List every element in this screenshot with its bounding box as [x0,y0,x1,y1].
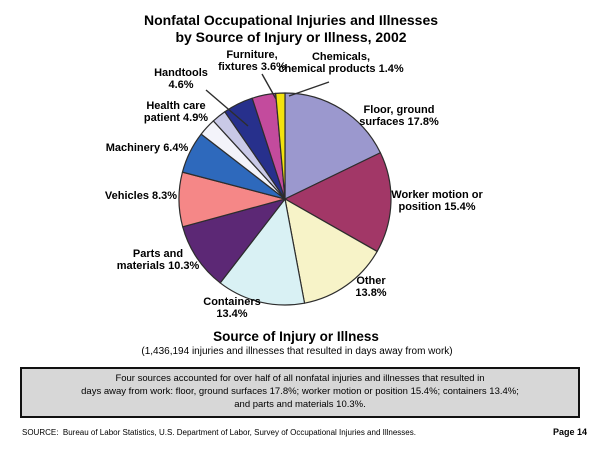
chart-title-line1: Nonfatal Occupational Injuries and Illne… [143,12,439,28]
slice-label-machinery: Machinery 6.4% [105,142,189,155]
slice-label-line: Containers [203,296,261,308]
chart-title: Nonfatal Occupational Injuries and Illne… [0,12,582,46]
slice-label-line: 13.8% [355,286,387,299]
slice-label-line: fixtures 3.6% [218,60,286,73]
pie-slice-worker-motion [284,152,392,253]
summary-note-line: and parts and materials 10.3%. [234,398,366,410]
leader-line-chemicals [288,81,330,97]
pie-caption-title: Source of Injury or Illness [213,329,379,344]
slice-label-line: Worker motion or [391,189,483,201]
slice-label-parts-materials: Parts and materials 10.3% [116,248,200,272]
page-number: Page 14 [552,427,587,437]
pie-slice-chemicals [275,92,286,200]
slice-label-line: Handtools [154,67,208,79]
pie-slice-floor [284,92,381,200]
pie-slice-other [284,198,378,304]
slice-label-line: Chemicals, [311,51,371,63]
slice-label-vehicles: Vehicles 8.3% [104,190,178,203]
slice-label-line: position 15.4% [398,200,476,213]
slice-label-worker-motion: Worker motion or position 15.4% [391,189,483,213]
slice-label-line: Parts and [132,248,184,260]
summary-note-line: days away from work: floor, ground surfa… [81,385,519,397]
slice-label-handtools: Handtools 4.6% [154,67,208,91]
slice-label-line: Health care [146,100,206,112]
leader-line-handtools [205,89,249,127]
slice-label-floor: Floor, ground surfaces 17.8% [359,104,439,128]
chart-title-line2: by Source of Injury or Illness, 2002 [175,29,407,45]
leader-line-furniture-fixtures [261,73,277,100]
pie-slice-labels: Floor, ground surfaces 17.8% Worker motion… [104,49,483,320]
summary-note-box: Four sources accounted for over half of … [20,367,580,419]
slice-label-line: patient 4.9% [143,111,209,124]
source-credit: SOURCE: Bureau of Labor Statistics, U.S.… [22,428,416,437]
slice-label-line: materials 10.3% [116,259,200,272]
slice-label-other: Other 13.8% [355,275,387,299]
slice-label-line: 13.4% [216,307,248,320]
slice-label-line: surfaces 17.8% [359,115,439,128]
pie-slice-containers [219,198,306,306]
slice-label-line: Vehicles 8.3% [104,190,178,202]
pie-caption-subtitle: (1,436,194 injuries and illnesses that r… [141,346,453,357]
summary-note-line: Four sources accounted for over half of … [115,373,485,384]
slice-label-line: Floor, ground [363,104,435,116]
slice-label-line: Machinery 6.4% [105,142,189,154]
slice-label-furniture-fixtures: Furniture, fixtures 3.6% [218,49,286,73]
pie-chart [178,73,392,306]
slice-label-line: chemical products 1.4% [278,62,404,75]
slice-label-line: Furniture, [226,49,278,61]
slice-label-line: Other [356,275,386,287]
slice-label-chemicals: Chemicals, chemical products 1.4% [278,51,404,75]
slice-label-containers: Containers 13.4% [203,296,261,320]
slice-label-health-care-patient: Health care patient 4.9% [143,100,209,124]
slice-label-line: 4.6% [168,78,194,91]
